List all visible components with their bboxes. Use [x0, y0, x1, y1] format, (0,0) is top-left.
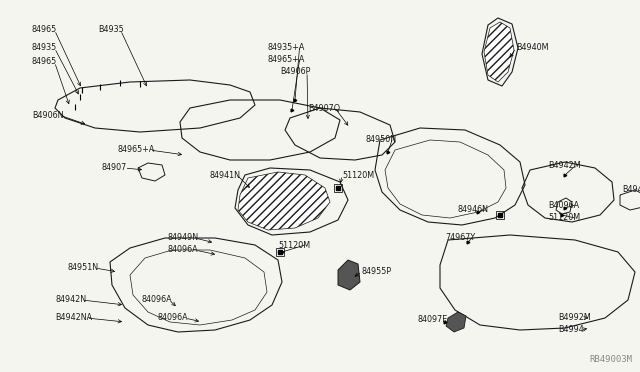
Text: 84955P: 84955P [362, 267, 392, 276]
Text: 84951N: 84951N [68, 263, 99, 273]
Text: 84965+A: 84965+A [118, 145, 156, 154]
Text: B4992M: B4992M [558, 314, 591, 323]
Text: 84096A: 84096A [168, 246, 198, 254]
Text: 84946N: 84946N [458, 205, 489, 215]
Text: B4906P: B4906P [280, 67, 310, 77]
Polygon shape [238, 172, 330, 230]
Text: B4935: B4935 [98, 26, 124, 35]
Text: RB49003M: RB49003M [589, 355, 632, 364]
Text: 84907: 84907 [102, 164, 127, 173]
Text: 84942N: 84942N [55, 295, 86, 305]
Text: 84935+A: 84935+A [268, 44, 305, 52]
Text: 51120M: 51120M [548, 214, 580, 222]
Text: 84096A: 84096A [158, 314, 189, 323]
Text: 74967Y: 74967Y [445, 234, 475, 243]
Text: B4096A: B4096A [548, 201, 579, 209]
Text: 84935: 84935 [32, 44, 57, 52]
Text: 51120M: 51120M [278, 241, 310, 250]
Text: 84949N: 84949N [168, 234, 199, 243]
Text: B4942M: B4942M [548, 161, 580, 170]
Text: 84965+A: 84965+A [268, 55, 305, 64]
Text: B4994: B4994 [558, 326, 584, 334]
Text: 51120M: 51120M [342, 170, 374, 180]
Text: B4906N: B4906N [32, 110, 63, 119]
Text: B4942MA: B4942MA [622, 186, 640, 195]
Text: 84965: 84965 [32, 58, 57, 67]
Text: B4942NA: B4942NA [55, 314, 92, 323]
Text: 84965: 84965 [32, 26, 57, 35]
Text: 84097E: 84097E [418, 315, 448, 324]
Text: 84950N: 84950N [365, 135, 396, 144]
Text: 84096A: 84096A [142, 295, 173, 305]
Text: B4940M: B4940M [516, 44, 548, 52]
Text: B4907Q: B4907Q [308, 103, 340, 112]
Text: 84941N: 84941N [210, 170, 241, 180]
Polygon shape [484, 22, 514, 82]
Polygon shape [446, 312, 466, 332]
Polygon shape [338, 260, 360, 290]
